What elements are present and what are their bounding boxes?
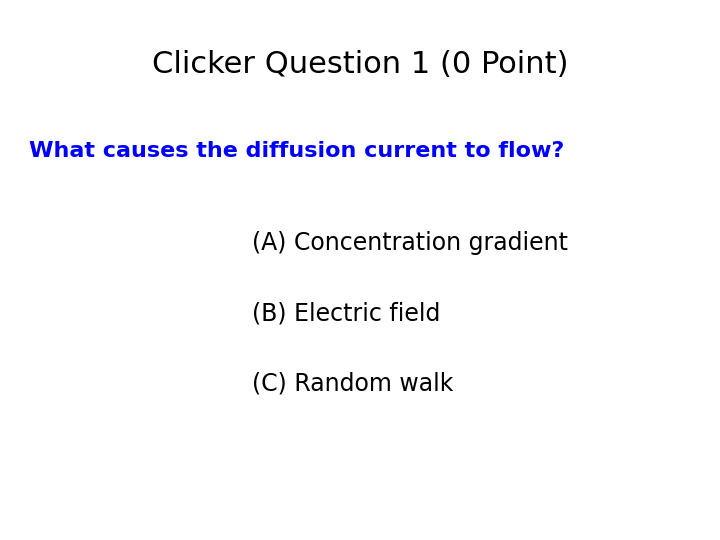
Text: (B) Electric field: (B) Electric field xyxy=(252,301,441,325)
Text: What causes the diffusion current to flow?: What causes the diffusion current to flo… xyxy=(29,141,564,161)
Text: (A) Concentration gradient: (A) Concentration gradient xyxy=(252,231,568,255)
Text: Clicker Question 1 (0 Point): Clicker Question 1 (0 Point) xyxy=(152,50,568,79)
Text: (C) Random walk: (C) Random walk xyxy=(252,372,454,395)
